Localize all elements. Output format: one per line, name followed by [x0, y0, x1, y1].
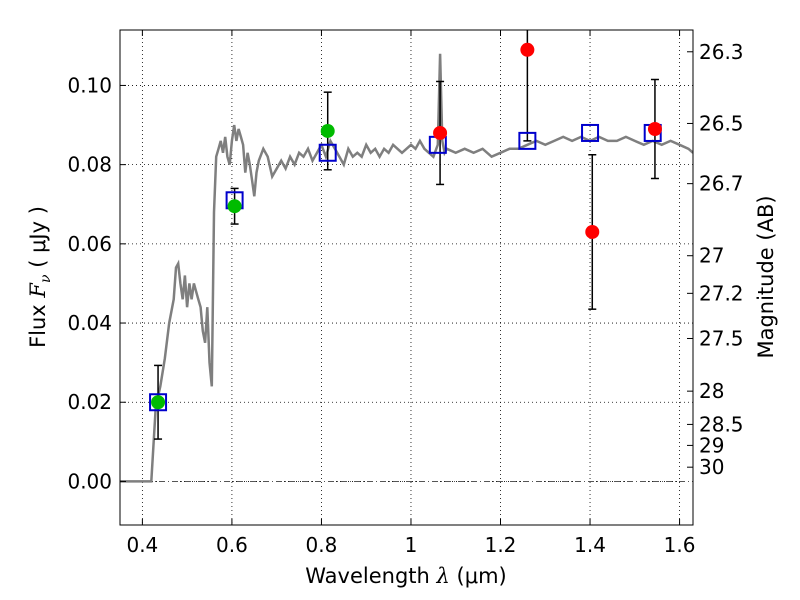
right-axis-label: Magnitude (AB)	[754, 195, 778, 358]
y-axis-label-text: Flux	[26, 304, 50, 348]
y-axis-ticks: 0.00 0.02 0.04 0.06 0.08 0.10	[67, 73, 126, 493]
x-tick-label: 0.4	[126, 533, 158, 557]
right-tick-label: 30	[699, 455, 724, 479]
observed-green-point	[151, 395, 166, 410]
y-axis-label-subscript: ν	[38, 274, 54, 283]
x-axis-ticks: 0.4 0.6 0.8 1 1.2 1.4 1.6	[126, 30, 695, 557]
y-tick-label: 0.00	[67, 469, 112, 493]
right-tick-label: 27.5	[699, 326, 744, 350]
y-axis-label-unit: ( μJy )	[26, 206, 50, 268]
right-tick-label: 26.7	[699, 172, 744, 196]
x-tick-label: 1.4	[574, 533, 606, 557]
grid-lines	[120, 30, 693, 525]
model-photometry-box	[149, 393, 168, 412]
observed-green-point	[320, 123, 335, 138]
right-tick-label: 28	[699, 379, 724, 403]
x-tick-label: 0.6	[216, 533, 248, 557]
observed-red-point	[433, 125, 448, 140]
y-tick-label: 0.08	[67, 153, 112, 177]
x-axis-label-text: Wavelength	[305, 564, 430, 588]
model-photometry-box	[518, 131, 537, 150]
right-tick-label: 27	[699, 244, 724, 268]
observed-red-point	[585, 224, 600, 239]
observed-red-series	[433, 42, 662, 239]
right-tick-label: 26.5	[699, 111, 744, 135]
x-tick-label: 1.2	[485, 533, 517, 557]
y-tick-label: 0.02	[67, 390, 112, 414]
right-tick-label: 28.5	[699, 412, 744, 436]
y-axis-label: Flux Fν ( μJy )	[26, 206, 54, 348]
model-photometry-box	[581, 123, 600, 142]
x-tick-label: 0.8	[306, 533, 338, 557]
plot-area	[120, 30, 693, 483]
right-tick-label: 29	[699, 433, 724, 457]
observed-red-point	[520, 42, 535, 57]
y-axis-label-symbol: F	[26, 282, 50, 299]
model-photometry-box	[318, 143, 337, 162]
plot-background	[120, 30, 693, 525]
right-tick-label: 27.2	[699, 281, 744, 305]
x-axis-label: Wavelength λ (μm)	[305, 564, 506, 588]
observed-green-series	[151, 123, 335, 410]
x-axis-label-symbol: λ	[436, 564, 450, 588]
plot-frame	[119, 29, 694, 526]
observed-green-point	[227, 199, 242, 214]
y-tick-label: 0.04	[67, 311, 112, 335]
y-tick-label: 0.06	[67, 232, 112, 256]
x-axis-label-unit: (μm)	[457, 564, 507, 588]
x-tick-label: 1.6	[664, 533, 696, 557]
x-tick-label: 1	[405, 533, 418, 557]
observed-red-point	[647, 122, 662, 136]
y-tick-label: 0.10	[67, 73, 112, 97]
right-tick-label: 26.3	[699, 40, 744, 64]
